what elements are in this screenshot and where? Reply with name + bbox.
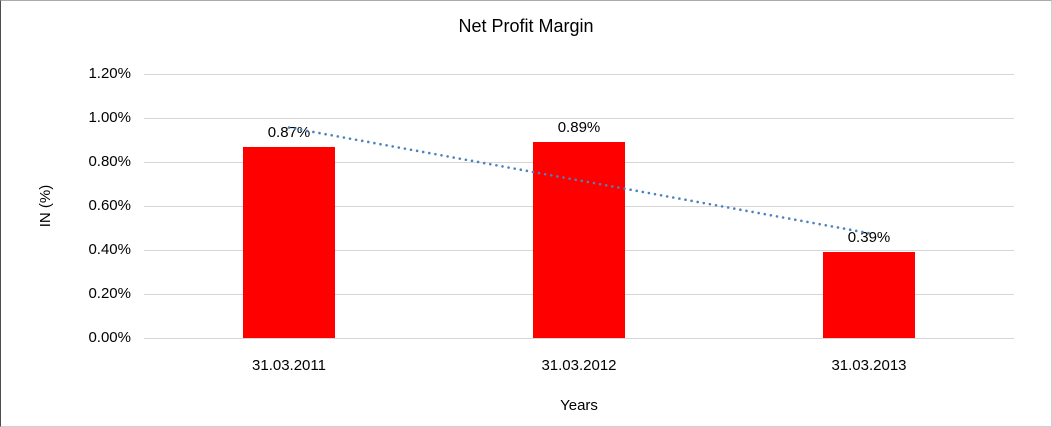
x-tick-label: 31.03.2011: [252, 357, 326, 374]
bar-data-label: 0.87%: [267, 123, 311, 141]
y-tick-label: 0.60%: [88, 197, 131, 214]
x-tick-label: 31.03.2013: [831, 357, 907, 374]
y-tick-label: 0.40%: [88, 241, 131, 258]
y-tick-label: 1.00%: [88, 109, 131, 126]
gridline: [144, 74, 1014, 75]
gridline: [144, 118, 1014, 119]
y-tick-label: 0.00%: [88, 329, 131, 346]
bar: [533, 142, 625, 338]
gridline: [144, 338, 1014, 339]
x-axis-title: Years: [560, 397, 598, 414]
bar-data-label: 0.89%: [557, 119, 601, 137]
bar: [243, 146, 335, 338]
bar-data-label: 0.39%: [847, 229, 891, 247]
bar: [823, 252, 915, 338]
chart-title: Net Profit Margin: [458, 16, 594, 36]
y-tick-label: 0.80%: [88, 153, 131, 170]
x-tick-label: 31.03.2012: [541, 357, 617, 374]
y-tick-label: 1.20%: [88, 65, 131, 82]
y-tick-label: 0.20%: [88, 285, 131, 302]
